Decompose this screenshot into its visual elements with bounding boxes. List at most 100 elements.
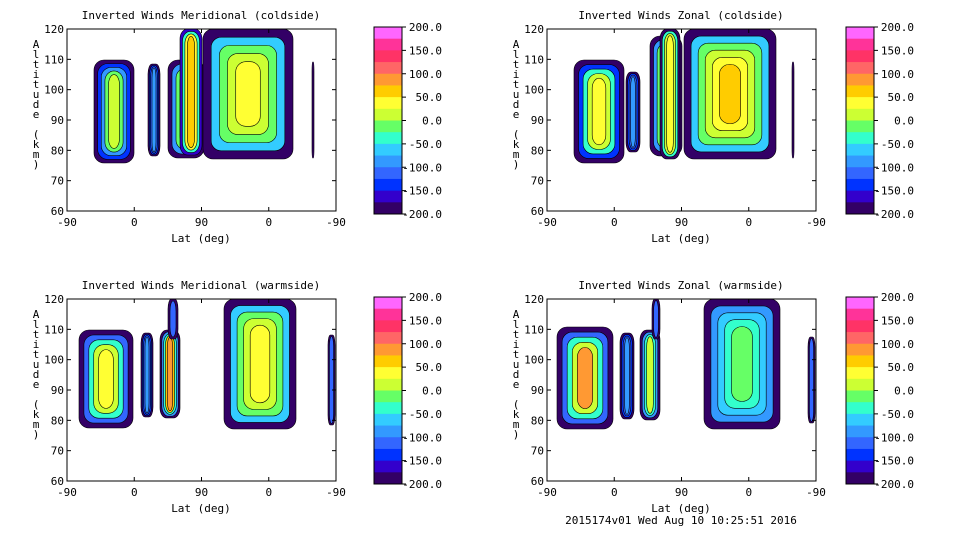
y-tick-label: 120 xyxy=(524,293,544,306)
panel-title: Inverted Winds Meridional (warmside) xyxy=(82,279,320,292)
x-tick-label: 0 xyxy=(611,486,618,499)
y-tick-label: 60 xyxy=(531,205,544,218)
contour-fill xyxy=(329,336,334,424)
contour-fill xyxy=(630,76,636,148)
contour-fill-group xyxy=(93,28,315,164)
y-axis: 60 70 80 90 100 110 120 xyxy=(524,293,816,488)
contour-fill xyxy=(577,347,593,409)
colorbar-band xyxy=(374,378,402,391)
colorbar-band xyxy=(846,178,874,192)
colorbar-band xyxy=(846,73,874,86)
colorbar-band xyxy=(374,62,402,75)
colorbar-label: -150.0 xyxy=(874,185,914,198)
y-tick-label: 100 xyxy=(44,354,64,367)
colorbar-label: 50.0 xyxy=(888,361,915,374)
x-tick-label: 0 xyxy=(131,486,138,499)
colorbar-label: 200.0 xyxy=(409,21,442,34)
colorbar-band xyxy=(846,413,874,427)
contour-fill xyxy=(166,336,174,412)
contour-fill xyxy=(108,74,120,149)
colorbar-label: 150.0 xyxy=(881,314,914,327)
y-tick-label: 70 xyxy=(531,445,544,458)
colorbar-label: -200.0 xyxy=(402,478,442,491)
colorbar-band xyxy=(846,190,874,203)
colorbar-band xyxy=(846,355,874,368)
colorbar-band xyxy=(846,27,874,40)
contour-fill xyxy=(187,36,195,148)
x-axis: -90 0 90 0 -90 xyxy=(537,299,826,499)
y-tick-label: 80 xyxy=(531,414,544,427)
colorbar-label: 0.0 xyxy=(894,115,914,128)
x-tick-label: 0 xyxy=(745,486,752,499)
x-tick-label: -90 xyxy=(537,216,557,229)
colorbar-label: -200.0 xyxy=(402,208,442,221)
contour-fill xyxy=(809,338,814,422)
y-tick-label: 90 xyxy=(51,114,64,127)
plot-area: 60 70 80 90 100 110 120 -90 0 90 0 -90 xyxy=(524,23,826,229)
colorbar-band xyxy=(374,355,402,368)
x-tick-label: 90 xyxy=(195,216,208,229)
colorbar-label: -200.0 xyxy=(874,208,914,221)
colorbar-label: -50.0 xyxy=(881,408,914,421)
colorbar: 200.0 150.0 100.0 50.0 0.0 -50.0 -100.0 -150.0 -… xyxy=(845,21,914,221)
plot-area: 60 70 80 90 100 110 120 -90 0 90 0 -90 xyxy=(524,293,826,499)
panel-meridional-warmside: Inverted Winds Meridional (warmside) 60 7… xyxy=(33,279,442,515)
plot-area: 60 70 80 90 100 110 120 -90 0 90 0 -90 xyxy=(44,293,346,499)
colorbar-label: -50.0 xyxy=(409,138,442,151)
colorbar-band xyxy=(846,390,874,403)
x-axis: -90 0 90 0 -90 xyxy=(57,29,346,229)
colorbar-label: -100.0 xyxy=(874,431,914,444)
x-tick-label: -90 xyxy=(57,486,77,499)
panel-zonal-coldside: Inverted Winds Zonal (coldside) 60 70 80 90… xyxy=(513,9,914,245)
contour-fill xyxy=(653,300,659,338)
y-tick-label: 100 xyxy=(44,84,64,97)
colorbar-band xyxy=(374,178,402,192)
colorbar-band xyxy=(846,425,874,438)
colorbar-label: -150.0 xyxy=(402,185,442,198)
contour-fill xyxy=(731,326,753,402)
x-tick-label: -90 xyxy=(326,486,346,499)
colorbar-label: 150.0 xyxy=(409,314,442,327)
colorbar-band xyxy=(374,448,402,462)
colorbar-band xyxy=(846,62,874,75)
colorbar-label: -150.0 xyxy=(874,455,914,468)
colorbar: 200.0 150.0 100.0 50.0 0.0 -50.0 -100.0 -150.0 -… xyxy=(845,291,915,491)
colorbar-label: -100.0 xyxy=(402,431,442,444)
y-axis: 60 70 80 90 100 110 120 xyxy=(44,293,336,488)
colorbar-band xyxy=(846,297,874,310)
y-tick-label: 110 xyxy=(524,323,544,336)
contour-fill xyxy=(646,336,654,414)
colorbar-label: -200.0 xyxy=(874,478,914,491)
y-tick-label: 70 xyxy=(531,175,544,188)
y-tick-label: 80 xyxy=(51,144,64,157)
y-tick-label: 90 xyxy=(531,114,544,127)
colorbar-label: 50.0 xyxy=(416,361,443,374)
x-tick-label: 90 xyxy=(195,486,208,499)
colorbar-band xyxy=(846,120,874,133)
x-tick-label: 90 xyxy=(675,486,688,499)
colorbar-label: 200.0 xyxy=(881,291,914,304)
colorbar-band xyxy=(846,155,874,168)
colorbar-band xyxy=(846,402,874,415)
colorbar-label: 50.0 xyxy=(416,91,443,104)
colorbar-band xyxy=(374,343,402,356)
panel-meridional-coldside: Inverted Winds Meridional (coldside) 60 7… xyxy=(33,9,442,245)
colorbar-label: 100.0 xyxy=(881,338,914,351)
contour-fill xyxy=(719,64,741,124)
colorbar-label: 100.0 xyxy=(409,68,442,81)
colorbar-label: 200.0 xyxy=(409,291,442,304)
colorbar-label: -50.0 xyxy=(881,138,914,151)
contour-fill xyxy=(98,349,114,409)
colorbar-band xyxy=(374,190,402,203)
colorbar-band xyxy=(846,378,874,391)
x-tick-label: -90 xyxy=(806,216,826,229)
y-tick-label: 60 xyxy=(51,205,64,218)
colorbar-band xyxy=(846,38,874,51)
contour-fill-group xyxy=(78,298,336,430)
colorbar-label: -100.0 xyxy=(402,161,442,174)
y-tick-label: 110 xyxy=(44,53,64,66)
panel-title: Inverted Winds Zonal (coldside) xyxy=(578,9,783,22)
colorbar-band xyxy=(846,460,874,473)
